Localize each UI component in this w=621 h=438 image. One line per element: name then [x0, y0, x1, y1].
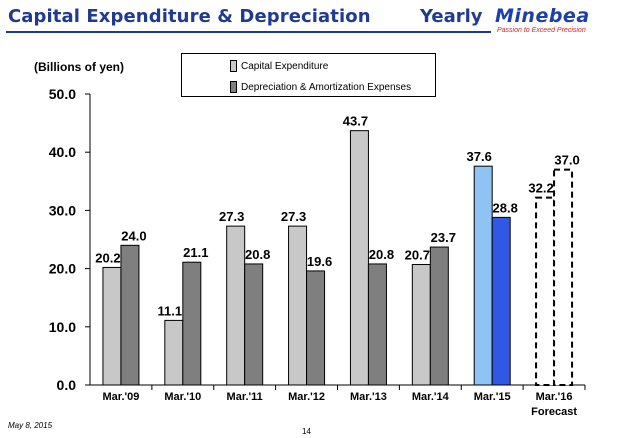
bar-depreciation	[367, 263, 387, 386]
bar-depreciation	[182, 261, 202, 386]
bar-depreciation	[306, 270, 326, 386]
y-tick-label: 30.0	[49, 202, 76, 218]
bar-depreciation	[244, 263, 264, 386]
x-category-label: Mar.'11	[227, 391, 263, 403]
data-label-capex: 37.6	[467, 149, 492, 164]
x-category-label: Mar.'13	[350, 391, 387, 403]
x-category-label: Mar.'10	[164, 391, 201, 403]
bar-depreciation	[553, 168, 574, 386]
y-tick-label: 20.0	[49, 261, 76, 277]
bar-capex	[473, 165, 493, 386]
y-tick-label: 0.0	[57, 377, 77, 393]
bar-depreciation	[429, 246, 449, 386]
bar-depreciation	[491, 216, 511, 386]
data-label-depreciation: 20.8	[369, 247, 394, 262]
data-label-depreciation: 28.8	[493, 200, 518, 215]
data-label-capex: 43.7	[343, 114, 368, 129]
x-category-label: Mar.'16	[536, 391, 573, 403]
bar-capex	[102, 266, 122, 386]
company-logo: Minebea Passion to Exceed Precision	[495, 5, 617, 35]
logo-tagline: Passion to Exceed Precision	[497, 27, 586, 34]
page-title: Capital Expenditure & Depreciation	[8, 6, 371, 27]
data-label-capex: 11.1	[158, 303, 183, 318]
legend-label-capex: Capital Expenditure	[241, 60, 329, 72]
data-label-depreciation: 37.0	[554, 153, 579, 168]
title-underline	[6, 31, 491, 33]
legend-item-capex: Capital Expenditure	[230, 59, 328, 73]
data-label-depreciation: 19.6	[307, 254, 332, 269]
bar-capex	[164, 319, 184, 386]
data-label-depreciation: 23.7	[431, 230, 456, 245]
legend-label-depreciation: Depreciation & Amortization Expenses	[241, 81, 412, 93]
data-label-capex: 27.3	[281, 209, 306, 224]
bar-capex	[349, 130, 369, 386]
y-tick-label: 50.0	[49, 86, 76, 102]
legend-swatch-depreciation	[230, 81, 237, 93]
data-label-depreciation: 21.1	[183, 245, 208, 260]
data-label-depreciation: 20.8	[245, 247, 270, 262]
data-label-capex: 32.2	[528, 181, 553, 196]
bar-capex	[288, 225, 308, 386]
x-category-label: Mar.'15	[474, 391, 511, 403]
y-tick-label: 40.0	[49, 144, 76, 160]
chart-legend: Capital Expenditure Depreciation & Amort…	[181, 53, 436, 97]
data-label-capex: 27.3	[219, 209, 244, 224]
logo-name: Minebea	[495, 5, 590, 27]
data-label-capex: 20.2	[95, 250, 120, 265]
period-label: Yearly	[420, 6, 483, 27]
bar-capex	[535, 196, 556, 386]
bar-capex	[226, 225, 246, 386]
x-category-label: Mar.'14	[412, 391, 450, 403]
x-category-label: Mar.'09	[103, 391, 140, 403]
bar-capex	[411, 264, 431, 386]
data-label-capex: 20.7	[405, 248, 430, 263]
report-date: May 8, 2015	[8, 421, 53, 430]
y-axis-unit-label: (Billions of yen)	[34, 60, 124, 74]
x-category-note: Forecast	[531, 406, 577, 418]
bar-depreciation	[120, 244, 140, 386]
x-category-label: Mar.'12	[288, 391, 325, 403]
legend-swatch-capex	[230, 60, 237, 72]
data-label-depreciation: 24.0	[121, 228, 146, 243]
page-number: 14	[302, 427, 311, 436]
y-tick-label: 10.0	[49, 319, 76, 335]
legend-item-depreciation: Depreciation & Amortization Expenses	[230, 80, 411, 94]
